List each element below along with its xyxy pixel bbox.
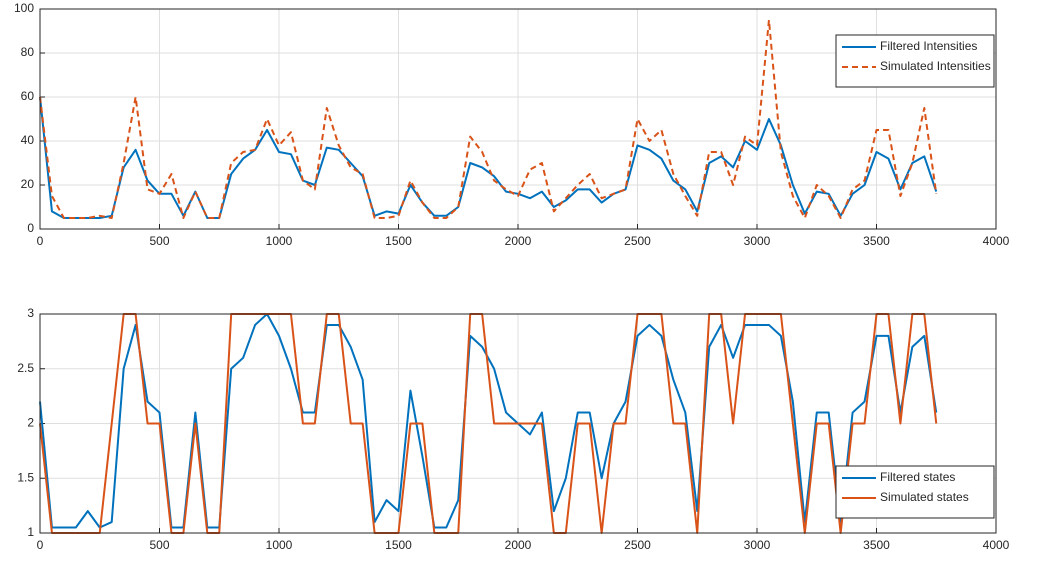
x-tick-label: 3500 — [863, 538, 890, 552]
x-tick-label: 1000 — [266, 234, 293, 248]
x-tick-label: 2500 — [624, 538, 651, 552]
x-tick-label: 500 — [149, 538, 169, 552]
y-tick-label: 40 — [21, 133, 35, 147]
y-tick-label: 0 — [27, 221, 34, 235]
x-tick-label: 1500 — [385, 538, 412, 552]
legend-label: Simulated Intensities — [880, 59, 991, 73]
x-tick-label: 4000 — [983, 234, 1010, 248]
y-tick-label: 80 — [21, 45, 35, 59]
y-tick-label: 100 — [14, 1, 34, 15]
x-tick-label: 4000 — [983, 538, 1010, 552]
legend-box — [835, 465, 995, 519]
series-line — [39, 96, 938, 219]
x-tick-label: 0 — [37, 538, 44, 552]
x-tick-label: 500 — [149, 234, 169, 248]
x-tick-label: 3000 — [744, 538, 771, 552]
series-line — [39, 313, 938, 534]
x-tick-label: 2000 — [505, 538, 532, 552]
y-tick-label: 1 — [27, 525, 34, 539]
legend-label: Filtered states — [880, 470, 955, 484]
x-tick-label: 1000 — [266, 538, 293, 552]
x-tick-label: 2500 — [624, 234, 651, 248]
series-line — [39, 19, 938, 219]
y-tick-label: 20 — [21, 177, 35, 191]
x-tick-label: 0 — [37, 234, 44, 248]
y-tick-label: 2.5 — [17, 361, 34, 375]
y-tick-label: 3 — [27, 306, 34, 320]
axes-box — [39, 313, 997, 534]
y-tick-label: 1.5 — [17, 470, 34, 484]
x-tick-label: 1500 — [385, 234, 412, 248]
y-tick-label: 60 — [21, 89, 35, 103]
axes-box — [39, 8, 997, 230]
legend-label: Simulated states — [880, 490, 969, 504]
x-tick-label: 3500 — [863, 234, 890, 248]
legend-label: Filtered Intensities — [880, 39, 977, 53]
legend-box — [835, 34, 995, 88]
x-tick-label: 3000 — [744, 234, 771, 248]
y-tick-label: 2 — [27, 416, 34, 430]
x-tick-label: 2000 — [505, 234, 532, 248]
